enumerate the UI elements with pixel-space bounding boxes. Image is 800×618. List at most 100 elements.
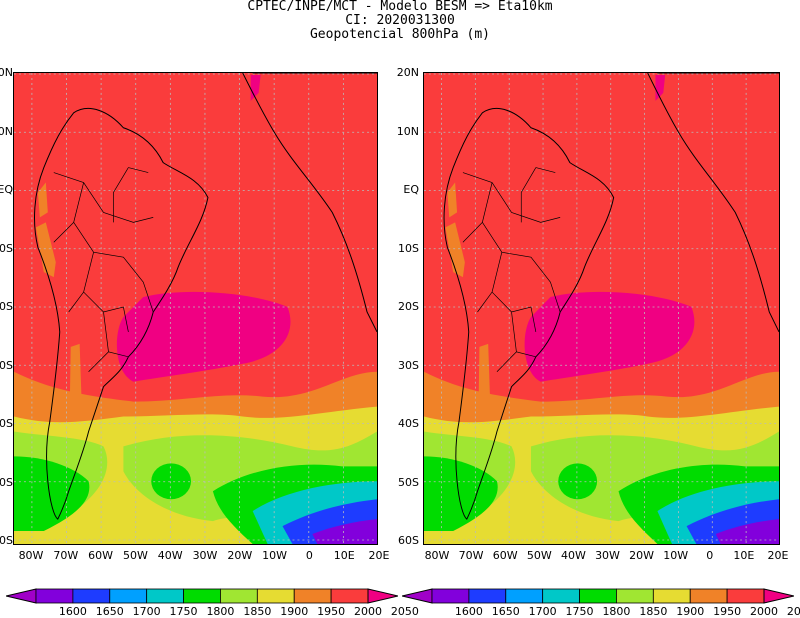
field-1650 <box>312 519 377 544</box>
graticule <box>424 73 779 544</box>
country-borders <box>53 167 154 372</box>
field-1800 <box>424 456 498 532</box>
left-lon-tick: 50W <box>122 549 148 562</box>
field-low-center <box>558 463 598 500</box>
colorbar-level-label: 1650 <box>95 605 124 618</box>
right-lat-tick: 40S <box>398 417 419 430</box>
colorbar-under-arrow <box>401 588 433 604</box>
right-lat-tick: 10S <box>398 241 419 255</box>
colorbar-level-label: 1700 <box>528 605 557 618</box>
field-1950-north <box>447 182 458 218</box>
colorbar-swatch <box>35 588 74 604</box>
colorbar-left <box>5 588 399 608</box>
left-lat-tick: 0S <box>0 358 13 372</box>
left-lat-tick: 0S <box>0 417 13 430</box>
right-lat-tick: 50S <box>398 475 419 489</box>
colorbar-level-label: 1950 <box>713 605 742 618</box>
left-lon-tick: 70W <box>53 549 79 562</box>
left-lat-tick: 0S <box>0 241 13 255</box>
field-1950-andes2 <box>69 343 82 417</box>
left-lat-tick: EQ <box>0 183 13 196</box>
left-lon-tick: 30W <box>192 549 218 562</box>
left-lat-tick: 0S <box>0 534 13 547</box>
map-panel-left <box>13 72 378 545</box>
colorbar-level-label: 1800 <box>206 605 235 618</box>
right-lon-tick: 30W <box>595 549 620 562</box>
colorbar-swatch <box>330 588 369 604</box>
country-borders <box>462 167 561 372</box>
colorbar-over-arrow <box>763 588 795 604</box>
colorbar-swatch <box>431 588 470 604</box>
colorbar-swatch <box>109 588 148 604</box>
field-2050-high <box>116 291 291 382</box>
colorbar-level-label: 1850 <box>243 605 272 618</box>
title-line-3: Geopotencial 800hPa (m) <box>309 27 490 42</box>
right-lon-tick: 10W <box>663 549 689 562</box>
field-1950-andes <box>35 222 56 278</box>
colorbar-level-label: 2000 <box>354 605 382 618</box>
right-lat-tick: 30S <box>398 358 419 372</box>
left-lon-tick: 0 <box>305 549 313 562</box>
coastline <box>443 73 779 520</box>
colorbar-level-label: 1650 <box>491 605 520 618</box>
colorbar-swatch <box>652 588 691 604</box>
right-lon-tick: 80W <box>424 549 450 562</box>
right-lat-tick: 20N <box>396 66 419 79</box>
colorbar-swatch <box>183 588 221 604</box>
left-lat-tick: 0S <box>0 300 13 313</box>
colorbar-level-label: 1800 <box>602 605 631 618</box>
right-lat-tick: EQ <box>403 183 419 196</box>
colorbar-swatch <box>72 588 111 604</box>
field-1950-andes <box>445 222 465 278</box>
left-lat-tick: 0N <box>0 124 13 138</box>
colorbar-level-label: 1950 <box>317 605 346 618</box>
coastline <box>34 73 377 520</box>
colorbar-swatch <box>689 588 728 604</box>
colorbar-level-label: 1700 <box>132 605 161 618</box>
colorbar-swatch <box>256 588 295 604</box>
colorbar-level-label: 1850 <box>639 605 668 618</box>
right-lon-tick: 60W <box>492 549 518 562</box>
right-lat-tick: 20S <box>398 300 419 313</box>
left-lon-tick: 20W <box>227 549 253 562</box>
left-lon-tick: 60W <box>88 549 114 562</box>
right-lon-tick: 20E <box>767 549 789 562</box>
colorbar-level-label: 2050 <box>390 605 419 618</box>
colorbar-right <box>401 588 795 608</box>
left-lat-tick: 0S <box>0 475 13 489</box>
field-1950-north <box>37 182 48 218</box>
left-lon-tick: 40W <box>157 549 183 562</box>
title-line-2: CI: 2020031300 <box>345 13 455 28</box>
colorbar-under-arrow <box>5 588 37 604</box>
map-panel-right <box>423 72 780 545</box>
left-lat-tick: 0N <box>0 66 13 79</box>
colorbar-level-label: 1750 <box>565 605 594 618</box>
left-lon-tick: 10E <box>333 549 355 562</box>
colorbar-swatch <box>542 588 580 604</box>
field-1950-andes2 <box>478 343 491 417</box>
colorbar-swatch <box>505 588 544 604</box>
right-lon-tick: 0 <box>706 549 714 562</box>
right-lon-tick: 50W <box>526 549 552 562</box>
field-1650 <box>715 519 779 544</box>
colorbar-level-label: 1900 <box>676 605 705 618</box>
colorbar-level-label: 2000 <box>750 605 778 618</box>
left-lon-tick: 10W <box>262 549 288 562</box>
left-lon-tick: 20E <box>368 549 390 562</box>
colorbar-swatch <box>468 588 507 604</box>
colorbar-swatch <box>726 588 765 604</box>
colorbar-level-label: 1750 <box>169 605 198 618</box>
colorbar-level-label: 1600 <box>454 605 483 618</box>
right-lon-tick: 40W <box>560 549 586 562</box>
colorbar-level-label: 1600 <box>58 605 87 618</box>
graticule <box>14 73 377 544</box>
right-lat-tick: 10N <box>396 124 419 138</box>
colorbar-level-label: 2050 <box>786 605 800 618</box>
left-lon-tick: 80W <box>18 549 44 562</box>
colorbar-level-label: 1900 <box>280 605 309 618</box>
right-lon-tick: 20W <box>629 549 655 562</box>
colorbar-swatch <box>220 588 258 604</box>
colorbar-swatch <box>146 588 184 604</box>
right-lon-tick: 10E <box>733 549 755 562</box>
title-line-1: CPTEC/INPE/MCT - Modelo BESM => Eta10km <box>247 0 553 14</box>
